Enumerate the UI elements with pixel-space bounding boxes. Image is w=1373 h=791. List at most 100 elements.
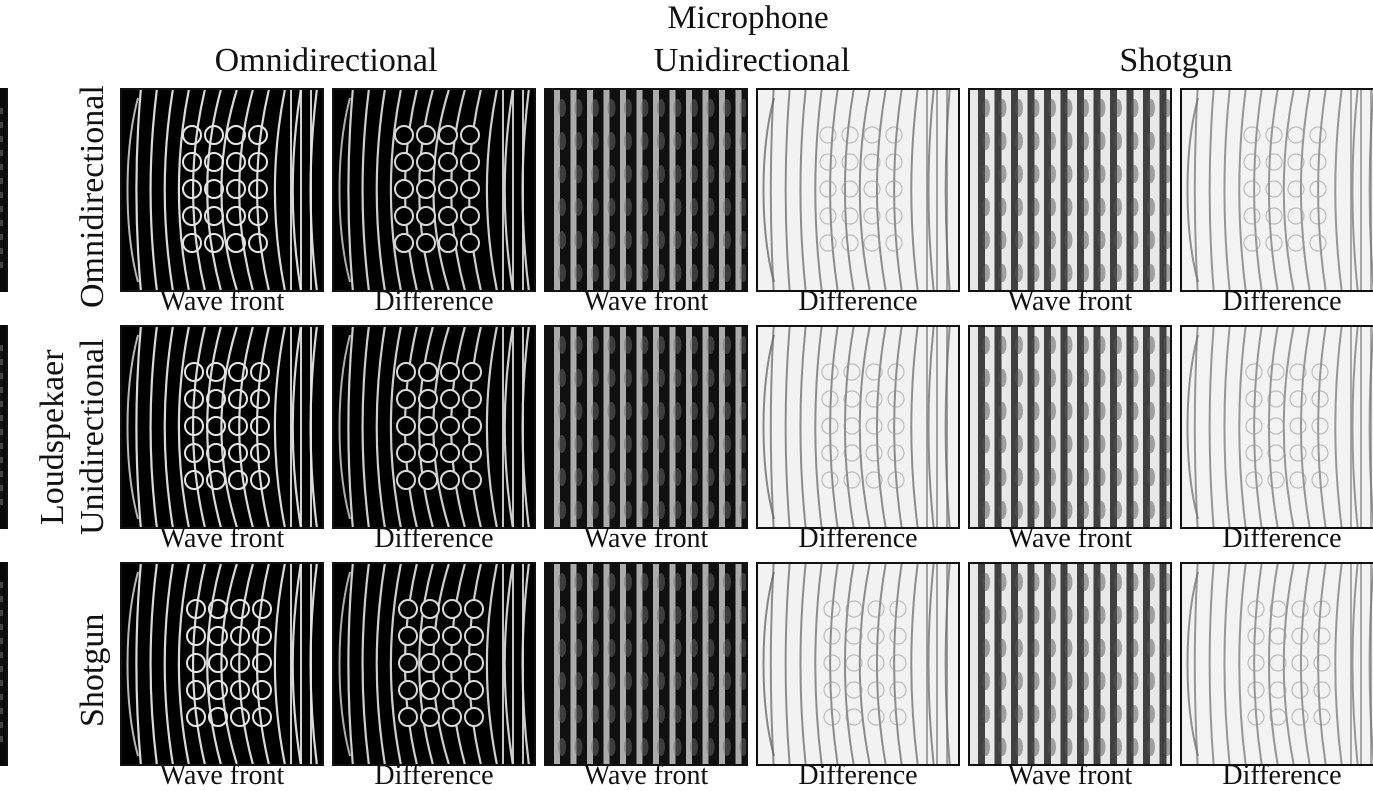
interference-node (1269, 708, 1287, 726)
wavefront-band (1011, 90, 1018, 290)
band-blob (1147, 468, 1155, 486)
band-blob (558, 198, 566, 216)
wavefront-band (946, 327, 948, 527)
band-blob (1031, 165, 1040, 183)
interference-node (1311, 390, 1329, 408)
band-blob (706, 198, 715, 216)
wavefront-curve (273, 564, 286, 764)
interference-node (1289, 417, 1307, 435)
wavefront-curve (1238, 90, 1247, 290)
band-blob (723, 468, 731, 486)
band-blob (723, 165, 731, 183)
band-blob (1031, 99, 1040, 117)
band-blob (1048, 231, 1056, 249)
interference-node (841, 126, 859, 144)
interference-node (420, 599, 440, 619)
band-blob (574, 639, 583, 657)
band-blob (640, 198, 649, 216)
interference-node (1265, 153, 1283, 171)
band-blob (1147, 231, 1155, 249)
band-blob (690, 402, 698, 420)
wavefront-band (512, 90, 514, 290)
wavefront-band (603, 90, 610, 290)
band-blob (1097, 198, 1106, 216)
interference-node (1265, 126, 1283, 144)
band-blob (657, 672, 665, 690)
band-blob (657, 402, 665, 420)
interference-node (396, 416, 416, 436)
band-blob (1031, 639, 1040, 657)
band-blob (558, 573, 566, 591)
band-blob (1130, 435, 1139, 453)
wavefront-band (686, 90, 692, 290)
wavefront-curve (375, 90, 386, 290)
wavefront-band (653, 564, 659, 764)
wavefront-band (1110, 564, 1117, 764)
interference-node (226, 125, 246, 145)
wavefront-band (1370, 564, 1372, 764)
wavefront-curve (135, 90, 142, 290)
band-blob (574, 132, 583, 150)
wavefront-curve (799, 564, 807, 764)
band-blob (1147, 198, 1155, 216)
difference-plot (756, 325, 960, 529)
band-blob (706, 435, 715, 453)
wavefront-curve (273, 90, 286, 290)
interference-node (1265, 180, 1283, 198)
interference-node (865, 417, 883, 435)
interference-node (1309, 207, 1327, 225)
wavefront-band (620, 564, 626, 764)
difference-plot (332, 325, 536, 529)
band-blob (1114, 639, 1122, 657)
band-blob (1114, 501, 1122, 519)
interference-node (416, 179, 436, 199)
band-blob (1081, 336, 1089, 354)
interference-node (845, 708, 863, 726)
interference-node (420, 653, 440, 673)
interference-node (418, 362, 438, 382)
wavefront-curve (135, 327, 142, 527)
band-blob (739, 165, 746, 183)
band-blob (1015, 165, 1023, 183)
band-blob (1015, 573, 1023, 591)
band-blob (624, 501, 632, 519)
wavefront-band (926, 90, 928, 290)
interference-node (889, 708, 907, 726)
band-blob (624, 132, 632, 150)
wavefront-band (735, 90, 742, 290)
wavefront-band (310, 90, 312, 290)
wavefront-curve (1193, 90, 1199, 290)
column-header-omnidirectional: Omnidirectional (214, 42, 438, 79)
interference-node (819, 207, 837, 225)
band-blob (591, 369, 599, 387)
band-blob (673, 99, 682, 117)
band-blob (607, 468, 616, 486)
band-blob (591, 639, 599, 657)
band-blob (690, 672, 698, 690)
band-blob (982, 336, 990, 354)
band-blob (1064, 468, 1073, 486)
wavefront-curve (910, 90, 919, 290)
wavefront-band (1011, 327, 1018, 527)
wavefront-curve (503, 564, 514, 764)
wavefront-curve (1253, 327, 1263, 527)
band-blob (1163, 198, 1170, 216)
interference-node (819, 153, 837, 171)
interference-node (1245, 444, 1263, 462)
wavefront-band (522, 327, 524, 527)
band-blob (591, 435, 599, 453)
band-blob (607, 99, 616, 117)
interference-node (182, 125, 202, 145)
interference-node (252, 626, 272, 646)
interference-node (186, 680, 206, 700)
band-blob (558, 99, 566, 117)
interference-node (821, 417, 839, 435)
band-blob (1015, 336, 1023, 354)
wavefront-curve (256, 90, 270, 290)
band-blob (1114, 705, 1122, 723)
microphone-title: Microphone (667, 0, 829, 36)
band-blob (657, 132, 665, 150)
interference-node (885, 126, 903, 144)
wavefront-curve (177, 327, 190, 527)
band-blob (1147, 573, 1155, 591)
